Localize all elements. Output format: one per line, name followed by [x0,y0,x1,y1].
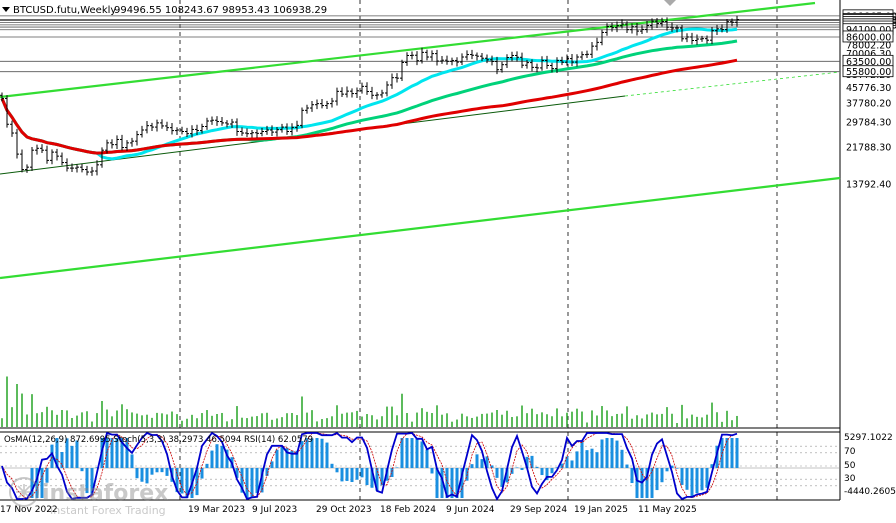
stoch-main-line [1,431,738,501]
price-level-lines [0,15,840,73]
level-label-box [842,30,894,43]
symbol-label: BTCUSD.futu,Weekly [13,5,116,16]
oscillator-axis-label: 5297.1022 [844,433,893,443]
oscillator-axis-label: 70 [844,447,856,457]
watermark-slogan: Instant Forex Trading [50,504,166,517]
time-axis-label: 29 Sep 2024 [510,505,567,515]
price-axis-label: 78002.20 [846,40,891,51]
ema-fast-line [0,27,738,161]
time-axis-label: 19 Mar 2023 [188,505,245,515]
level-label: 55800.00 [846,67,891,78]
oscillator-axis-label: -4440.2605 [844,487,896,497]
time-axis-label: 19 Jan 2025 [574,505,628,515]
oscillator-axis: 5297.1022 70 50 30 -4440.2605 [844,433,896,497]
time-axis-label: 11 May 2025 [638,505,697,515]
price-axis-label: 13792.40 [846,179,891,190]
moving-averages [0,27,738,161]
level-label-box [842,65,894,78]
price-bars [0,15,739,176]
trend-channels [0,1,841,280]
price-axis-label: 21788.30 [846,143,891,154]
price-axis[interactable]: 109985.00100000.0094100.0086000.0078002.… [842,9,896,191]
time-axis-label: 17 Nov 2022 [0,505,58,515]
time-axis-label: 9 Jul 2023 [252,505,297,515]
time-axis[interactable]: 17 Nov 2022 19 Mar 2023 9 Jul 2023 29 Oct 2… [0,505,697,515]
vertical-grid [179,0,778,500]
oscillator-panel [0,431,840,501]
chart-header: BTCUSD.futu,Weekly 99496.55 108243.67 98… [2,5,327,16]
price-axis-label: 29784.30 [846,118,891,129]
dropdown-arrow-icon[interactable] [2,7,10,12]
shift-marker-icon[interactable] [664,0,676,6]
oscillator-axis-label: 50 [844,461,856,471]
level-label: 63500.00 [846,57,891,68]
upper-channel-line [0,1,816,99]
time-axis-label: 29 Oct 2023 [316,505,372,515]
price-axis-label: 45776.30 [846,83,891,94]
time-axis-label: 18 Feb 2024 [380,505,436,515]
oscillator-header: OsMA(12,26,9) 872.6995 Stoch(5,3,3) 38.2… [4,435,313,445]
level-label: 86000.00 [846,32,891,43]
price-axis-label: 70006.30 [846,49,891,60]
price-axis-label: 37780.20 [846,99,891,110]
time-axis-label: 9 Jun 2024 [446,505,495,515]
lower-channel-line [0,176,841,280]
volume-histogram [1,376,738,427]
mid-channel-extension [624,71,841,97]
instaforex-logo-rays [16,484,32,500]
instaforex-logo-icon [9,477,39,507]
watermark-brand: instaforex [42,481,168,506]
ema-slow-line [0,58,738,155]
oscillator-axis-label: 30 [844,474,856,484]
ohlc-values: 99496.55 108243.67 98953.43 106938.29 [114,5,327,16]
